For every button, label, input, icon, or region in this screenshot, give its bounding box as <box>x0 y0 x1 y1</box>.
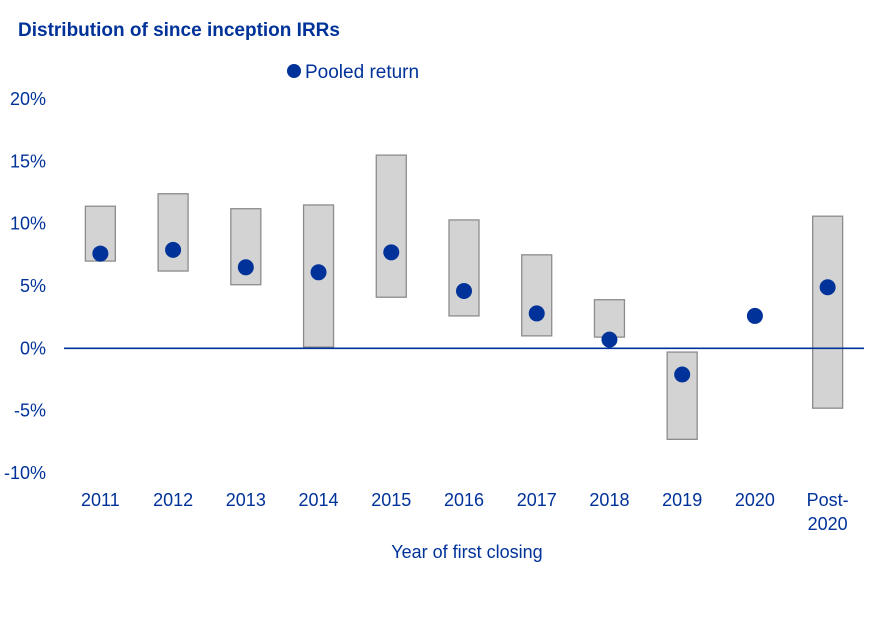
x-tick-label-2013: 2013 <box>226 490 266 510</box>
y-axis-tick-labels: 20% 15% 10% 5% 0% -5% -10% <box>4 89 46 483</box>
range-bar-2019 <box>666 351 698 440</box>
pooled-return-point-post-2020 <box>819 279 836 296</box>
x-tick-label-post-2020: Post-2020 <box>807 490 849 534</box>
x-tick-label-2015: 2015 <box>371 490 411 510</box>
legend-marker-pooled-return <box>287 64 301 78</box>
y-tick-label: 10% <box>10 214 46 234</box>
pooled-return-point-2015 <box>383 244 400 261</box>
pooled-return-points-group <box>92 241 836 383</box>
range-bars-group <box>84 154 844 440</box>
legend: Pooled return <box>287 62 419 83</box>
pooled-return-point-2013 <box>237 259 254 276</box>
y-tick-label: 0% <box>20 338 46 358</box>
x-axis-title: Year of first closing <box>391 542 542 562</box>
pooled-return-point-2012 <box>165 241 182 258</box>
x-tick-label-2016: 2016 <box>444 490 484 510</box>
x-axis-tick-labels: 2011 2012 2013 2014 2015 2016 2017 2018 2019 2020… <box>81 490 849 534</box>
pooled-return-point-2019 <box>674 366 691 383</box>
pooled-return-point-2018 <box>601 331 618 348</box>
y-tick-label: 20% <box>10 89 46 109</box>
y-tick-label: 5% <box>20 276 46 296</box>
x-tick-label-2017: 2017 <box>517 490 557 510</box>
y-tick-label: -10% <box>4 463 46 483</box>
range-bar-2018 <box>593 299 626 338</box>
chart-title: Distribution of since inception IRRs <box>18 20 340 41</box>
x-tick-label-2011: 2011 <box>81 490 120 510</box>
x-tick-label-2018: 2018 <box>589 490 629 510</box>
pooled-return-point-2016 <box>456 282 472 299</box>
pooled-return-point-2011 <box>92 245 109 262</box>
range-bar-2017 <box>521 254 553 337</box>
pooled-return-point-2020 <box>746 307 763 324</box>
legend-label-pooled-return: Pooled return <box>305 62 419 83</box>
range-bar-2011 <box>84 205 117 262</box>
x-tick-label-2020: 2020 <box>735 490 775 510</box>
y-tick-label: 15% <box>10 151 46 171</box>
x-tick-label-2019: 2019 <box>662 490 702 510</box>
range-bar-post-2020 <box>811 215 844 409</box>
x-tick-label-2012: 2012 <box>153 490 193 510</box>
range-bar-2016 <box>448 219 480 317</box>
pooled-return-point-2014 <box>310 264 327 281</box>
range-bar-2012 <box>157 193 189 272</box>
y-tick-label: -5% <box>14 401 46 421</box>
pooled-return-point-2017 <box>528 305 545 322</box>
x-tick-label-2014: 2014 <box>299 490 339 510</box>
range-bar-2015 <box>375 154 407 298</box>
